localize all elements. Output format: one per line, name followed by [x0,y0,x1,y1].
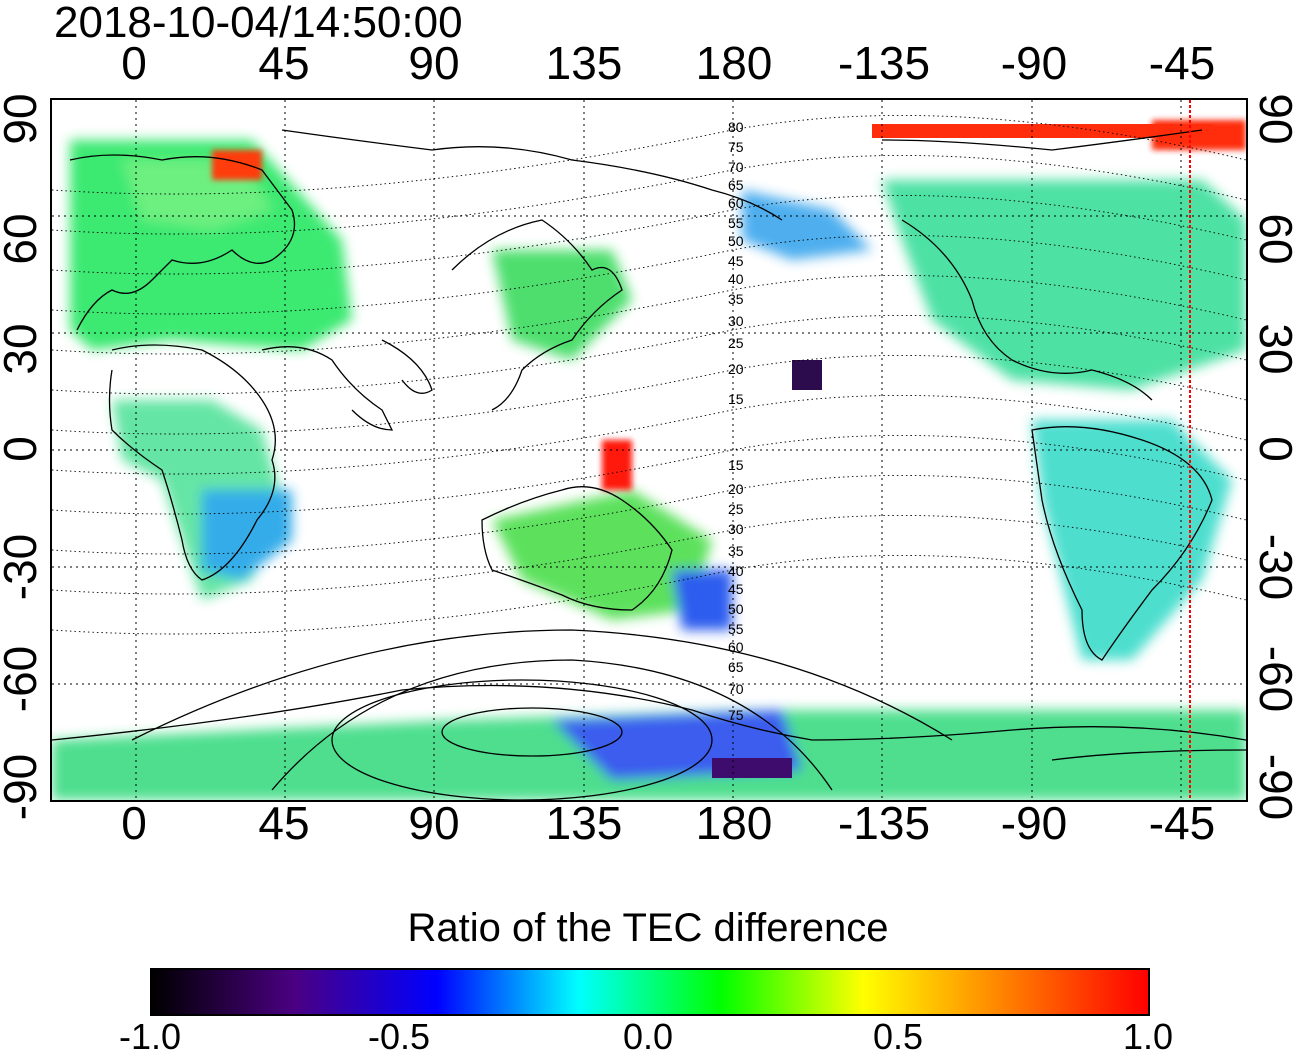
left-tick: -60 [0,645,46,713]
colorbar-tick: 0.0 [622,1016,674,1057]
left-tick: -30 [0,533,46,601]
mag-label: 30 [728,313,744,329]
tec-map-panel: 80 75 70 65 60 55 50 45 40 35 30 25 20 1… [50,98,1248,802]
top-tick: -135 [837,37,931,89]
mag-labels-north: 80 75 70 65 60 55 50 45 40 35 30 25 20 1… [728,119,744,407]
top-tick: 180 [695,37,773,89]
bottom-tick: 135 [545,797,623,849]
mag-label: 25 [728,335,744,351]
top-tick: 135 [545,37,623,89]
mag-label: 60 [728,195,744,211]
mag-label: 45 [728,253,744,269]
bottom-tick: 180 [695,797,773,849]
mag-label: 20 [728,481,744,497]
mag-label: 60 [728,639,744,655]
right-tick: 30 [1250,323,1296,375]
mag-label: 50 [728,233,744,249]
colorbar-tick: 0.5 [872,1016,924,1057]
mag-label: 40 [728,563,744,579]
bottom-tick: 0 [121,797,147,849]
top-tick: 45 [258,37,310,89]
right-tick: 0 [1249,399,1296,499]
right-tick: -30 [1250,533,1296,601]
mag-label: 70 [728,681,744,697]
mag-label: 35 [728,291,744,307]
top-tick: -90 [1000,37,1068,89]
left-tick: 0 [0,399,47,499]
colorbar-title: Ratio of the TEC difference [407,906,889,950]
mag-label: 70 [728,159,744,175]
mag-label: 20 [728,361,744,377]
bottom-tick: -135 [837,797,931,849]
top-tick: 90 [408,37,460,89]
magnetic-pole-contours [131,629,953,800]
right-tick: 60 [1250,213,1296,265]
mag-label: 55 [728,621,744,637]
tec-data-field [52,120,1246,800]
mag-label: 15 [728,391,744,407]
left-tick: 90 [0,93,46,145]
mag-label: 55 [728,215,744,231]
timestamp-title: 2018-10-04/14:50:00 [54,0,463,47]
colorbar-tick: -1.0 [118,1016,182,1057]
left-tick: 30 [0,323,46,375]
right-tick: -60 [1250,645,1296,713]
right-tick: -90 [1250,753,1296,821]
latlon-grid [52,100,1246,800]
mag-label: 80 [728,119,744,135]
colorbar-tick: -0.5 [367,1016,431,1057]
left-tick: -90 [0,753,46,821]
colorbar [150,968,1150,1016]
colorbar-tick: 1.0 [1122,1016,1174,1057]
mag-label: 65 [728,659,744,675]
tec-map-svg: 80 75 70 65 60 55 50 45 40 35 30 25 20 1… [52,100,1246,800]
right-tick: 90 [1250,93,1296,145]
bottom-tick: 45 [258,797,310,849]
mag-label: 30 [728,521,744,537]
mag-label: 15 [728,457,744,473]
coastlines [52,129,1246,761]
mag-label: 75 [728,139,744,155]
mag-label: 75 [728,707,744,723]
mag-label: 35 [728,543,744,559]
bottom-tick: -45 [1148,797,1216,849]
bottom-tick: 90 [408,797,460,849]
top-tick: -45 [1148,37,1216,89]
mag-label: 50 [728,601,744,617]
mag-label: 25 [728,501,744,517]
magnetic-latitude-contours [52,115,1246,635]
mag-labels-south: 15 20 25 30 35 40 45 50 55 60 65 70 75 [728,457,744,723]
mag-label: 45 [728,581,744,597]
mag-label: 65 [728,177,744,193]
left-tick: 60 [0,213,46,265]
bottom-tick: -90 [1000,797,1068,849]
top-tick: 0 [121,37,147,89]
mag-label: 40 [728,271,744,287]
